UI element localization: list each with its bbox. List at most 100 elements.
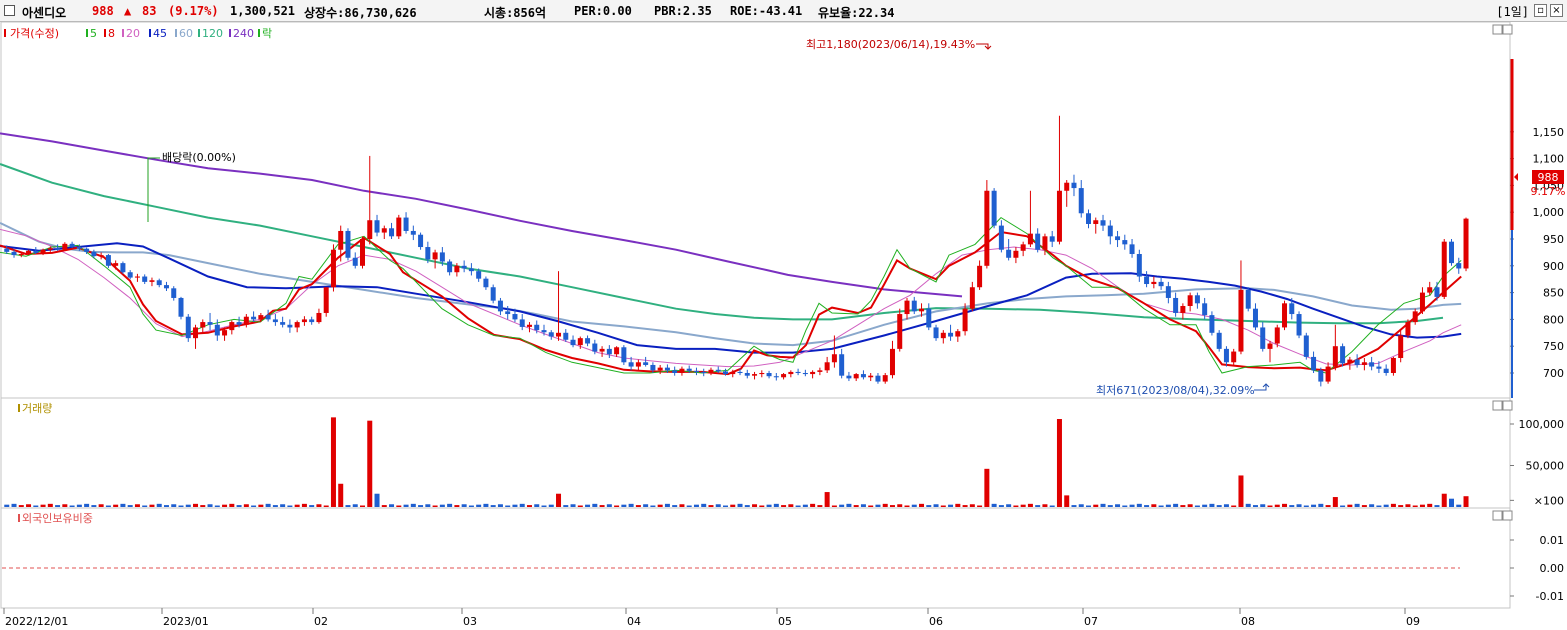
y-tick-label: 800: [1543, 313, 1564, 326]
candle-body: [1042, 236, 1048, 250]
candle-body: [1252, 308, 1258, 328]
volume-bar: [759, 505, 765, 507]
y-tick-label: 100,000: [1519, 418, 1565, 431]
y-tick-label: 950: [1543, 233, 1564, 246]
candle-body: [26, 250, 32, 255]
volume-bar: [1173, 503, 1179, 507]
volume-bar: [1231, 505, 1237, 507]
volume-bar: [396, 505, 402, 507]
volume-bar: [868, 505, 874, 507]
volume-bar: [839, 504, 845, 507]
candle-body: [323, 287, 329, 313]
volume-bar: [650, 505, 656, 507]
select-checkbox[interactable]: [4, 5, 15, 16]
volume-bar: [178, 505, 184, 507]
volume-bar: [287, 505, 293, 507]
candle-body: [309, 319, 315, 323]
volume-bar: [1289, 505, 1295, 507]
price-legend: 가격(수정) 5 8 20 45 60 120 240 락: [4, 27, 272, 40]
candle-body: [860, 374, 866, 378]
candle-body: [1390, 357, 1396, 373]
volume-bar: [105, 505, 111, 507]
volume-bar: [1463, 496, 1469, 507]
candle-body: [1173, 297, 1179, 313]
candle-body: [40, 249, 46, 253]
foreign-y-axis: 0.01 0.00 -0.01: [1510, 534, 1564, 603]
x-tick-label: 06: [929, 615, 943, 628]
candle-body: [672, 370, 678, 373]
volume-bar: [1260, 504, 1266, 507]
volume-bar: [207, 504, 213, 507]
candle-body: [541, 330, 547, 333]
candle-body: [98, 255, 104, 257]
candle-body: [1354, 359, 1360, 365]
restore-icon[interactable]: ▫: [1534, 4, 1547, 17]
candle-body: [163, 285, 169, 289]
candle-body: [621, 347, 627, 363]
candle-body: [570, 339, 576, 346]
volume-bar: [91, 505, 97, 507]
candle-body: [1202, 303, 1208, 316]
candle-body: [1434, 287, 1440, 297]
panel-buttons[interactable]: [1492, 24, 1513, 521]
volume-bar: [817, 505, 823, 507]
volume-bar: [98, 504, 104, 507]
candle-body: [1427, 287, 1433, 293]
pbr-value: PBR:2.35: [654, 4, 712, 18]
volume-bar: [1383, 504, 1389, 507]
volume-bar: [251, 505, 257, 507]
candle-body: [156, 280, 162, 286]
volume-bar: [62, 504, 68, 507]
volume-bar: [236, 505, 242, 507]
reserve-ratio: 유보율:22.34: [818, 6, 895, 20]
candle-body: [592, 343, 598, 352]
candle-body: [338, 230, 344, 250]
volume-bar: [693, 504, 699, 507]
volume-bar: [461, 504, 467, 507]
candle-body: [454, 265, 460, 273]
volume-bar: [497, 504, 503, 507]
header-bar: 아센디오 988 ▲ 83 (9.17%) 1,300,521 상장수:86,7…: [0, 0, 1567, 22]
volume-bar: [614, 505, 620, 507]
x-tick-label: 03: [463, 615, 477, 628]
volume-bar: [1194, 505, 1200, 507]
volume-bar: [1376, 505, 1382, 507]
foreign-legend: 외국인보유비중: [18, 512, 93, 525]
candle-body: [657, 367, 663, 371]
candle-body: [1180, 306, 1186, 313]
volume-bar: [534, 504, 540, 507]
volume-bar: [1027, 503, 1033, 507]
period-selector[interactable]: [1일]: [1496, 5, 1529, 19]
volume-bar: [556, 493, 562, 507]
candle-body: [1267, 343, 1273, 349]
foreign-title: 외국인보유비중: [22, 512, 93, 525]
volume-bar: [309, 505, 315, 507]
candle-body: [868, 375, 874, 378]
volume-bar: [621, 504, 627, 507]
volume-bar: [701, 503, 707, 507]
volume-bar: [127, 505, 133, 507]
y-tick-label: 900: [1543, 260, 1564, 273]
candle-body: [824, 362, 830, 371]
volume-bar: [367, 420, 373, 507]
volume-bar: [1245, 503, 1251, 507]
candle-body: [744, 373, 750, 376]
candle-body: [11, 251, 17, 256]
volume-bar: [1223, 504, 1229, 507]
volume-bar: [1049, 505, 1055, 507]
candle-body: [556, 332, 562, 337]
x-tick-label: 2023/01: [163, 615, 209, 628]
candle-body: [497, 300, 503, 312]
volume-bar: [214, 505, 220, 507]
volume-bar: [69, 505, 75, 507]
candle-body: [301, 319, 307, 323]
volume-bar: [752, 504, 758, 507]
close-icon[interactable]: ×: [1550, 4, 1563, 17]
candle-body: [1064, 182, 1070, 191]
y-tick-label: 1,000: [1533, 206, 1565, 219]
candle-body: [817, 370, 823, 372]
x-tick-label: 02: [314, 615, 328, 628]
volume-bar: [1093, 504, 1099, 507]
candle-body: [439, 252, 445, 262]
volume-bar: [781, 505, 787, 507]
